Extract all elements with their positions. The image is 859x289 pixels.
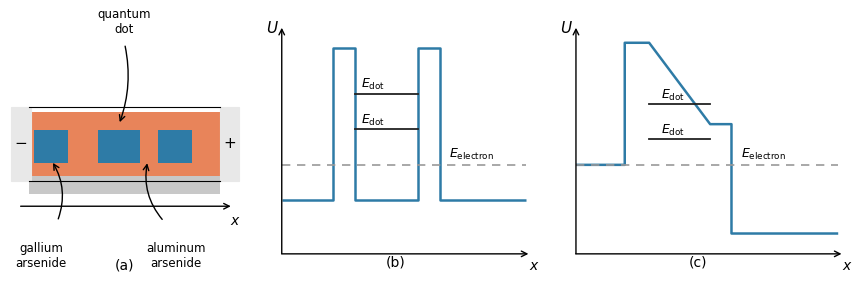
Text: $E_\mathsf{dot}$: $E_\mathsf{dot}$ [661, 123, 685, 138]
Text: $E_\mathsf{dot}$: $E_\mathsf{dot}$ [661, 88, 685, 103]
Text: $E_\mathsf{electron}$: $E_\mathsf{electron}$ [740, 147, 786, 162]
Text: (c): (c) [689, 255, 707, 269]
Text: $E_\mathsf{dot}$: $E_\mathsf{dot}$ [361, 113, 385, 128]
Text: $\mathit{U}$: $\mathit{U}$ [560, 20, 573, 36]
Text: (b): (b) [386, 255, 405, 269]
Bar [34, 130, 68, 163]
Bar [29, 173, 220, 194]
Bar [158, 130, 192, 163]
Text: gallium
arsenide: gallium arsenide [15, 242, 67, 270]
Bar [11, 107, 31, 181]
Text: quantum
dot: quantum dot [98, 8, 151, 36]
Bar [220, 107, 240, 181]
Text: $E_\mathsf{electron}$: $E_\mathsf{electron}$ [449, 147, 494, 162]
Bar [98, 130, 140, 163]
Text: +: + [223, 136, 235, 151]
Bar [29, 112, 220, 176]
Text: $\mathit{x}$: $\mathit{x}$ [528, 259, 539, 273]
Text: aluminum
arsenide: aluminum arsenide [146, 242, 205, 270]
Text: $\mathit{x}$: $\mathit{x}$ [842, 259, 853, 273]
Text: $\mathit{U}$: $\mathit{U}$ [266, 20, 279, 36]
Text: x: x [230, 214, 239, 228]
Text: (a): (a) [115, 258, 134, 272]
Text: −: − [15, 136, 27, 151]
Text: $E_\mathsf{dot}$: $E_\mathsf{dot}$ [361, 77, 385, 92]
